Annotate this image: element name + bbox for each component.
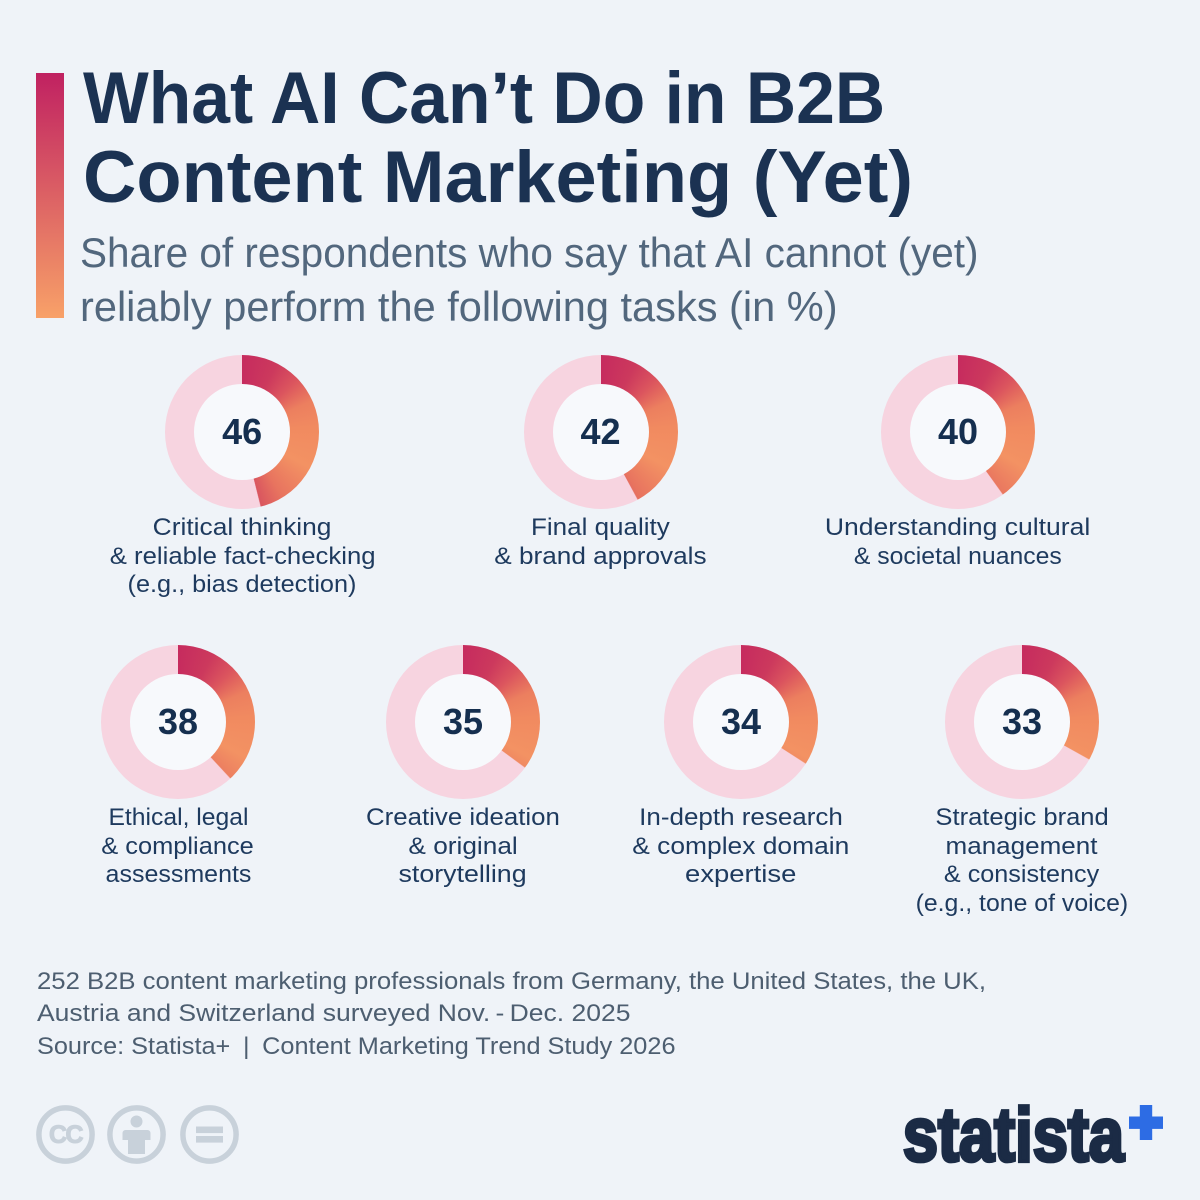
svg-text:CC: CC xyxy=(49,1121,84,1149)
